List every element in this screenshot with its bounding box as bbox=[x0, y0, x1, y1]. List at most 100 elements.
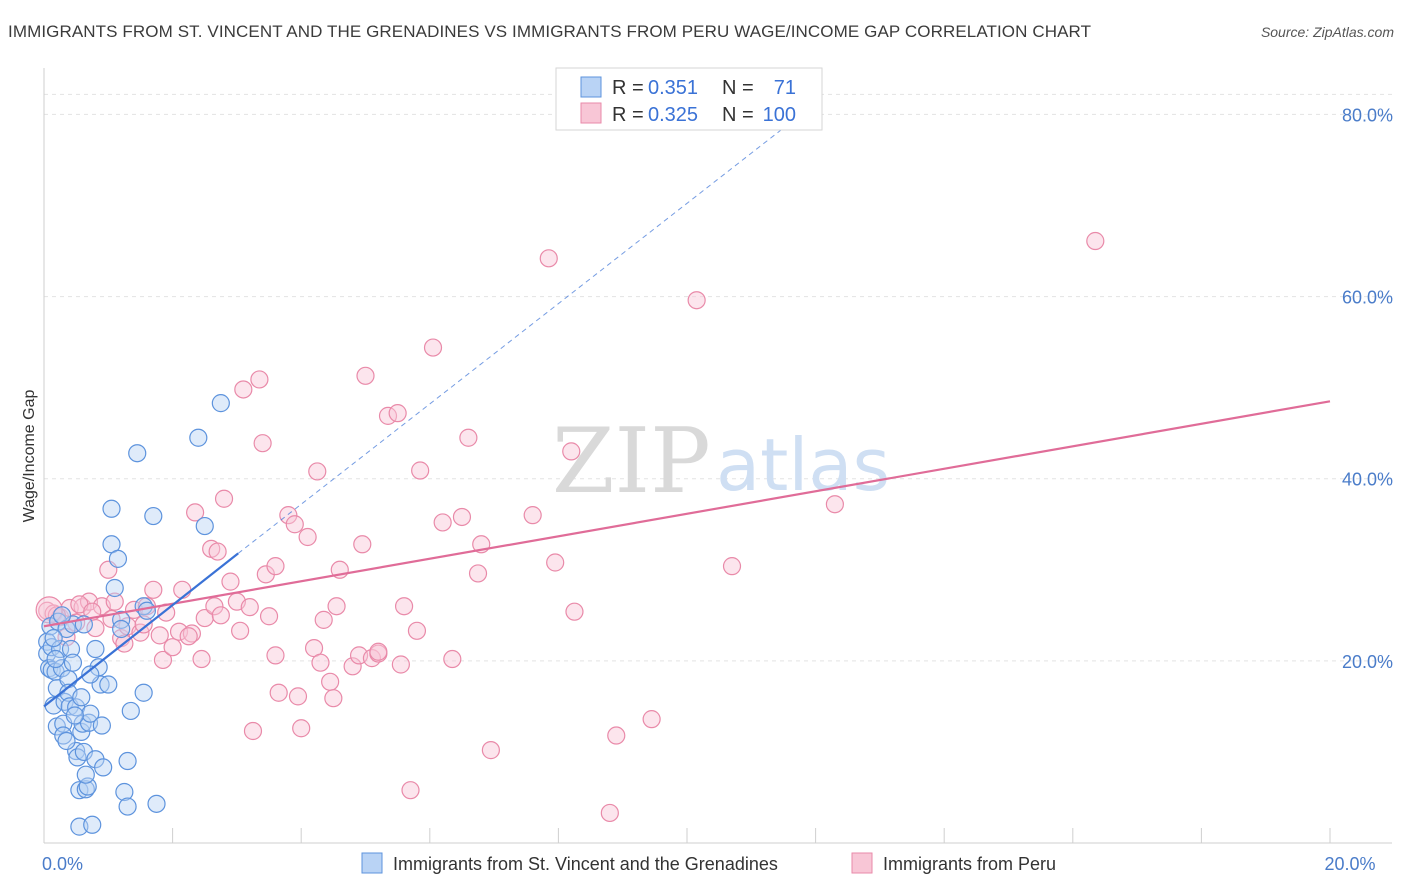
st-vincent-point-48 bbox=[115, 782, 134, 802]
peru-point-68 bbox=[407, 621, 427, 640]
st-vincent-point-32 bbox=[76, 780, 95, 799]
series-legend-label-pink: Immigrants from Peru bbox=[883, 854, 1056, 874]
peru-point-70 bbox=[423, 338, 443, 357]
legend-r-value-blue: 0.351 bbox=[648, 77, 698, 99]
peru-point-48 bbox=[292, 719, 311, 738]
peru-point-79 bbox=[539, 249, 558, 268]
peru-point-30 bbox=[208, 542, 227, 561]
y-tick-labels: 20.0% 40.0% 60.0% 80.0% bbox=[1342, 105, 1393, 671]
peru-point-21 bbox=[163, 638, 182, 657]
st-vincent-point-14 bbox=[54, 726, 73, 745]
peru-point-33 bbox=[221, 572, 240, 591]
peru-point-98 bbox=[311, 653, 330, 672]
st-vincent-point-43 bbox=[99, 675, 118, 694]
legend-swatch-blue bbox=[580, 76, 602, 98]
peru-point-59 bbox=[353, 535, 372, 554]
st-vincent-point-56 bbox=[147, 794, 166, 813]
y-tick-label-2: 60.0% bbox=[1342, 288, 1393, 308]
peru-point-84 bbox=[607, 726, 626, 745]
peru-point-26 bbox=[192, 649, 211, 669]
peru-point-45 bbox=[279, 506, 298, 525]
series-st-vincent-points bbox=[38, 394, 230, 836]
peru-point-77 bbox=[481, 741, 500, 760]
peru-point-43 bbox=[266, 646, 285, 665]
st-vincent-point-36 bbox=[83, 815, 102, 834]
peru-point-64 bbox=[388, 404, 407, 423]
legend-n-label-pink: N = bbox=[722, 104, 754, 126]
gridlines bbox=[44, 93, 1392, 662]
peru-point-17 bbox=[144, 580, 163, 599]
st-vincent-point-46 bbox=[108, 549, 128, 568]
peru-point-71 bbox=[433, 513, 452, 532]
st-vincent-point-51 bbox=[121, 701, 140, 721]
peru-point-29 bbox=[205, 597, 224, 616]
peru-point-85 bbox=[642, 710, 661, 729]
peru-point-75 bbox=[468, 564, 488, 583]
st-vincent-point-65 bbox=[76, 765, 95, 784]
peru-point-60 bbox=[356, 366, 375, 385]
st-vincent-point-35 bbox=[81, 704, 100, 723]
peru-point-52 bbox=[314, 610, 333, 629]
st-vincent-point-24 bbox=[67, 741, 86, 761]
st-vincent-point-45 bbox=[102, 499, 121, 518]
peru-point-35 bbox=[231, 621, 250, 640]
peru-point-40 bbox=[253, 434, 272, 453]
st-vincent-trend-line bbox=[43, 552, 239, 708]
st-vincent-point-62 bbox=[44, 628, 63, 648]
peru-point-32 bbox=[214, 489, 234, 508]
peru-point-42 bbox=[259, 607, 279, 626]
peru-point-31 bbox=[211, 606, 230, 625]
peru-point-67 bbox=[401, 781, 420, 800]
st-vincent-point-50 bbox=[118, 751, 137, 771]
legend-r-value-pink: 0.325 bbox=[648, 104, 698, 126]
st-vincent-point-12 bbox=[52, 659, 72, 678]
peru-point-72 bbox=[443, 649, 462, 669]
peru-point-65 bbox=[391, 655, 410, 674]
legend-n-value-blue: 71 bbox=[774, 77, 796, 99]
peru-point-80 bbox=[546, 553, 565, 572]
peru-point-96 bbox=[179, 627, 198, 646]
axes bbox=[43, 68, 1392, 844]
peru-point-57 bbox=[343, 657, 362, 676]
peru-point-86 bbox=[687, 291, 706, 310]
st-vincent-point-37 bbox=[86, 639, 105, 659]
peru-point-81 bbox=[562, 442, 581, 461]
peru-point-46 bbox=[285, 515, 304, 534]
peru-point-24 bbox=[182, 624, 201, 643]
st-vincent-point-57 bbox=[189, 428, 208, 447]
st-vincent-point-61 bbox=[137, 601, 156, 620]
y-tick-label-0: 20.0% bbox=[1342, 652, 1393, 672]
legend-n-label-blue: N = bbox=[722, 77, 754, 99]
st-vincent-point-67 bbox=[105, 578, 124, 598]
peru-point-23 bbox=[173, 580, 192, 599]
peru-point-87 bbox=[722, 557, 742, 576]
st-vincent-point-20 bbox=[61, 639, 81, 659]
peru-point-73 bbox=[452, 507, 472, 527]
peru-point-55 bbox=[327, 597, 346, 616]
peru-point-44 bbox=[269, 683, 288, 702]
legend-swatch-pink bbox=[580, 102, 602, 124]
peru-point-25 bbox=[186, 503, 205, 522]
peru-point-53 bbox=[321, 672, 340, 691]
peru-point-97 bbox=[266, 557, 285, 576]
st-vincent-point-59 bbox=[211, 394, 230, 413]
peru-point-95 bbox=[134, 615, 153, 634]
st-vincent-point-70 bbox=[72, 688, 91, 707]
peru-point-83 bbox=[600, 803, 619, 823]
peru-point-54 bbox=[324, 689, 343, 708]
st-vincent-point-64 bbox=[65, 706, 84, 725]
peru-point-82 bbox=[565, 602, 584, 621]
st-vincent-trend-extension bbox=[237, 127, 784, 554]
chart-title: IMMIGRANTS FROM ST. VINCENT AND THE GREN… bbox=[8, 22, 1092, 41]
stats-legend: R = 0.351 N = 71 R = 0.325 N = 100 bbox=[555, 67, 823, 131]
st-vincent-point-22 bbox=[63, 653, 83, 672]
st-vincent-point-58 bbox=[195, 516, 214, 536]
peru-point-37 bbox=[240, 598, 259, 617]
st-vincent-point-60 bbox=[112, 619, 131, 639]
st-vincent-point-49 bbox=[118, 797, 137, 816]
peru-point-38 bbox=[243, 721, 263, 741]
legend-r-label-pink: R = bbox=[612, 104, 644, 126]
peru-point-11 bbox=[105, 592, 124, 611]
st-vincent-point-68 bbox=[81, 665, 100, 684]
